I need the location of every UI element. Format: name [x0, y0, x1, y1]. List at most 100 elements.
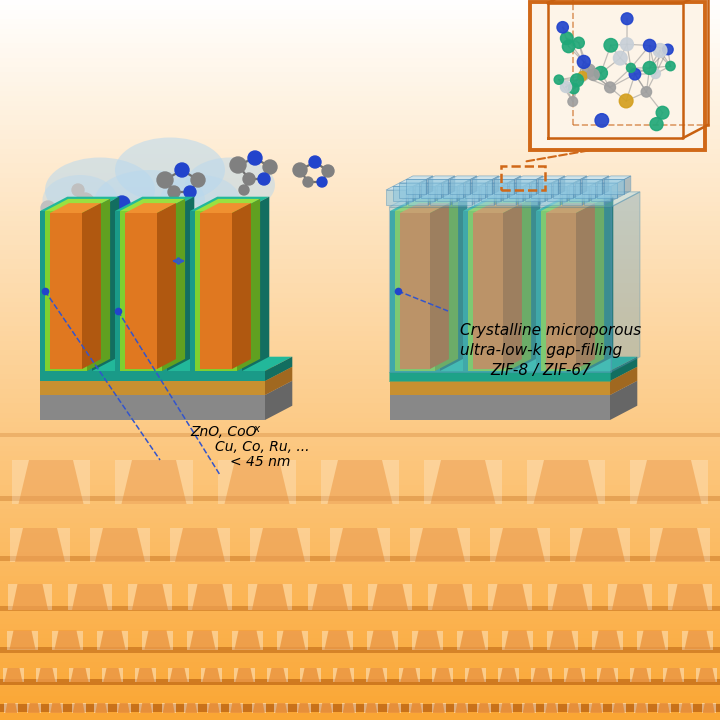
- Bar: [592, 631, 623, 649]
- Polygon shape: [463, 197, 540, 211]
- Bar: [0, 565, 720, 571]
- Bar: [27, 703, 41, 713]
- Polygon shape: [40, 356, 292, 371]
- Bar: [400, 213, 430, 369]
- Polygon shape: [703, 703, 715, 713]
- Polygon shape: [635, 703, 647, 713]
- Bar: [630, 668, 652, 682]
- Circle shape: [643, 61, 656, 74]
- Bar: [0, 642, 720, 648]
- Polygon shape: [698, 668, 716, 682]
- Bar: [408, 190, 428, 205]
- Bar: [170, 528, 230, 562]
- Circle shape: [317, 177, 327, 187]
- Bar: [487, 183, 508, 198]
- Polygon shape: [369, 631, 395, 649]
- Bar: [322, 631, 353, 649]
- Bar: [386, 190, 406, 205]
- Bar: [364, 703, 379, 713]
- Polygon shape: [92, 197, 120, 371]
- Text: ultra-low-k gap-filling: ultra-low-k gap-filling: [460, 343, 622, 358]
- Circle shape: [114, 196, 130, 212]
- Circle shape: [560, 81, 572, 92]
- Bar: [501, 166, 546, 190]
- Bar: [0, 618, 720, 624]
- Circle shape: [573, 37, 585, 48]
- Bar: [390, 381, 610, 395]
- Bar: [0, 354, 720, 360]
- Polygon shape: [335, 528, 385, 562]
- Polygon shape: [586, 197, 613, 371]
- Bar: [117, 703, 131, 713]
- Bar: [0, 495, 720, 500]
- Polygon shape: [536, 176, 543, 194]
- Text: < 45 nm: < 45 nm: [230, 455, 290, 469]
- Bar: [0, 546, 720, 552]
- Circle shape: [626, 63, 636, 73]
- Polygon shape: [365, 703, 377, 713]
- Polygon shape: [552, 179, 558, 198]
- Polygon shape: [545, 703, 557, 713]
- Bar: [0, 556, 720, 562]
- Bar: [330, 528, 390, 562]
- Bar: [0, 14, 720, 19]
- Bar: [457, 631, 488, 649]
- Text: Cu, Co, Ru, ...: Cu, Co, Ru, ...: [215, 440, 310, 454]
- Bar: [250, 528, 310, 562]
- Polygon shape: [680, 703, 692, 713]
- Circle shape: [577, 55, 590, 68]
- Bar: [0, 378, 720, 384]
- Polygon shape: [536, 197, 613, 211]
- Circle shape: [594, 66, 608, 80]
- Bar: [0, 680, 720, 686]
- Polygon shape: [255, 528, 305, 562]
- Bar: [546, 213, 576, 369]
- Bar: [0, 450, 720, 456]
- Bar: [248, 584, 292, 610]
- Bar: [0, 297, 720, 302]
- Bar: [604, 179, 624, 194]
- Bar: [45, 211, 87, 371]
- Bar: [40, 371, 265, 381]
- Circle shape: [644, 40, 656, 52]
- Bar: [0, 18, 720, 24]
- Circle shape: [49, 207, 75, 233]
- Circle shape: [666, 61, 675, 71]
- Bar: [0, 176, 720, 182]
- Polygon shape: [95, 528, 145, 562]
- Polygon shape: [525, 183, 552, 186]
- Polygon shape: [99, 631, 125, 649]
- Bar: [0, 100, 720, 106]
- Bar: [0, 704, 720, 712]
- Polygon shape: [19, 460, 84, 504]
- Bar: [589, 703, 603, 713]
- Bar: [701, 703, 716, 713]
- Bar: [564, 668, 585, 682]
- Bar: [3, 668, 24, 682]
- Bar: [481, 186, 500, 202]
- Bar: [0, 604, 720, 610]
- Bar: [0, 433, 720, 437]
- Bar: [0, 469, 720, 475]
- Bar: [0, 657, 720, 662]
- Polygon shape: [432, 584, 468, 610]
- Bar: [0, 311, 720, 317]
- Bar: [0, 551, 720, 557]
- Bar: [406, 179, 426, 194]
- Bar: [297, 703, 311, 713]
- Polygon shape: [631, 668, 649, 682]
- Bar: [0, 205, 720, 211]
- Circle shape: [263, 160, 277, 174]
- Circle shape: [662, 44, 673, 55]
- Bar: [10, 528, 70, 562]
- Bar: [0, 575, 720, 581]
- Bar: [308, 584, 351, 610]
- Polygon shape: [235, 668, 253, 682]
- Bar: [0, 340, 720, 346]
- Bar: [450, 179, 470, 194]
- Polygon shape: [500, 183, 508, 202]
- Circle shape: [621, 13, 633, 24]
- Bar: [274, 703, 289, 713]
- Polygon shape: [415, 183, 441, 186]
- Polygon shape: [426, 176, 433, 194]
